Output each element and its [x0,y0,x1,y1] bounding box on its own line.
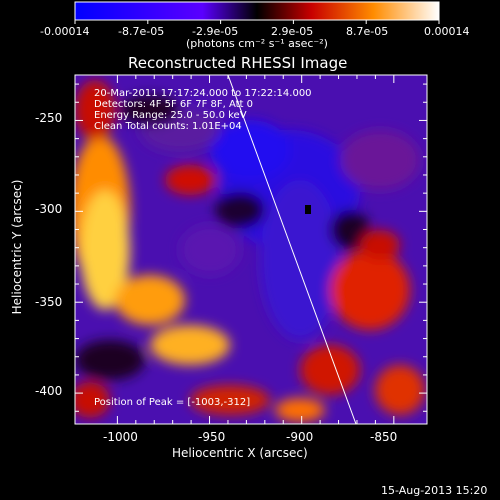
colorbar-tick-label: 0.00014 [424,25,470,38]
y-tick-label: -350 [35,295,63,309]
plot-frame [74,74,428,425]
x-tick-label: -850 [370,430,398,444]
peak-marker [305,205,311,214]
x-tick-label: -1000 [103,430,138,444]
colorbar-tick-label: -0.00014 [40,25,90,38]
limb-line [227,75,357,424]
colorbar-tick-label: -8.7e-05 [118,25,165,38]
y-tick-label: -300 [35,202,63,216]
x-tick-label: -950 [198,430,226,444]
annotation-time: 20-Mar-2011 17:17:24.000 to 17:22:14.000 [94,88,312,99]
annotation-peak: Position of Peak = [-1003,-312] [94,397,251,408]
footer-date: 15-Aug-2013 15:20 [381,484,488,497]
y-tick-label: -250 [35,111,63,125]
chart-title: Reconstructed RHESSI Image [128,54,348,72]
x-tick-label: -900 [286,430,314,444]
annotation-detectors: Detectors: 4F 5F 6F 7F 8F, Att 0 [94,99,254,110]
y-tick-label: -400 [35,384,63,398]
colorbar-gradient [74,1,440,21]
colorbar-tick-label: 8.7e-05 [346,25,389,38]
annotation-clean: Clean Total counts: 1.01E+04 [94,121,242,132]
colorbar [74,1,440,24]
colorbar-unit-label: (photons cm⁻² s⁻¹ asec⁻²) [186,37,328,50]
heatmap-image [75,75,427,424]
colorbar-tick-label: -2.9e-05 [192,25,239,38]
annotation-energy: Energy Range: 25.0 - 50.0 keV [94,110,247,121]
y-axis-label: Heliocentric Y (arcsec) [10,179,24,315]
colorbar-tick-label: 2.9e-05 [271,25,314,38]
x-axis-label: Heliocentric X (arcsec) [172,446,308,460]
